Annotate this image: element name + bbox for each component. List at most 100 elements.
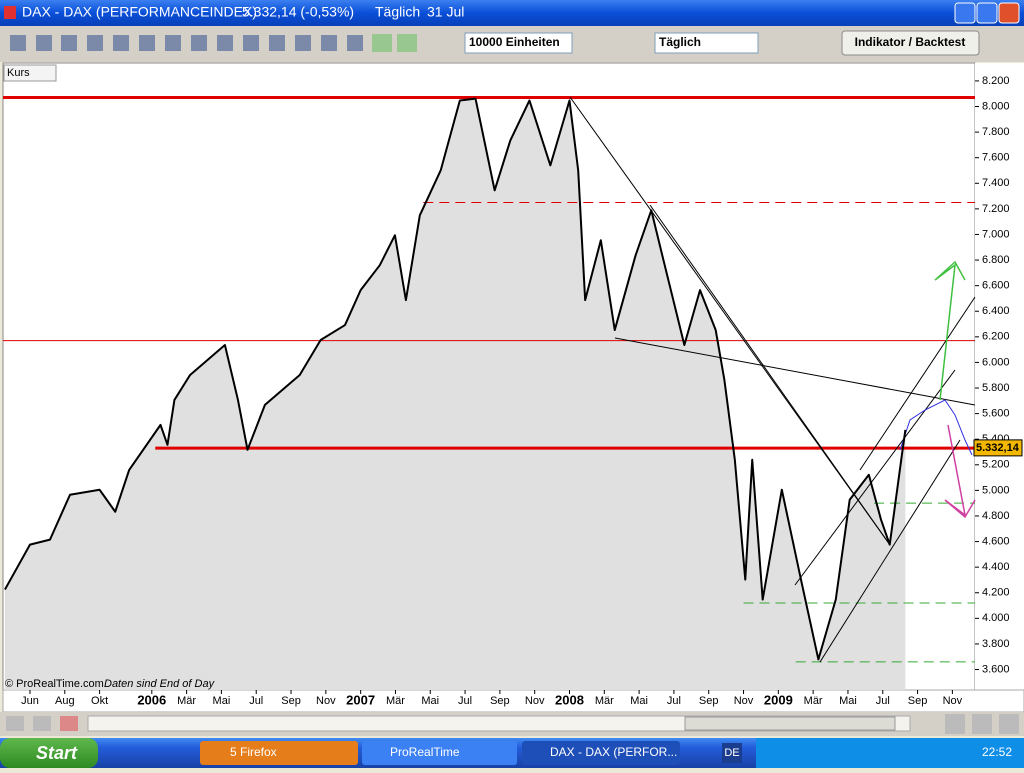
tool-pattern[interactable] (397, 34, 417, 52)
tool-alarm[interactable] (61, 35, 77, 51)
x-tick-label: Jul (249, 695, 263, 707)
tool-channel[interactable] (295, 35, 311, 51)
x-tick-label: Sep (699, 695, 719, 707)
x-tick-label: Mär (386, 695, 405, 707)
x-tick-label: Mai (421, 695, 439, 707)
x-tick-label: 2009 (764, 692, 793, 707)
task-button[interactable] (362, 741, 517, 765)
y-tick-label: 8.000 (982, 100, 1010, 112)
language-box[interactable] (722, 743, 742, 763)
x-tick-label: Mär (595, 695, 614, 707)
x-tick-label: Okt (91, 695, 108, 707)
price-area (4, 98, 906, 691)
task-label: ProRealTime (390, 745, 460, 759)
x-tick-label: Sep (908, 695, 928, 707)
task-label: 5 Firefox (230, 745, 277, 759)
y-tick-label: 5.000 (982, 484, 1010, 496)
tool-ruler[interactable] (36, 35, 52, 51)
window-quote: 5.332,14 (-0,53%) (242, 4, 354, 20)
window-date: 31 Jul (427, 4, 464, 20)
tool-zoom[interactable] (87, 35, 103, 51)
minimize-button[interactable] (954, 2, 976, 24)
x-tick-label: Mai (213, 695, 231, 707)
task-button[interactable] (522, 741, 680, 765)
x-tick-label: Sep (490, 695, 510, 707)
trend-line (614, 337, 976, 406)
y-tick-label: 7.400 (982, 177, 1010, 189)
scroll-thumb[interactable] (684, 716, 896, 731)
tool-icons (10, 34, 417, 52)
zoom-out-icon[interactable] (972, 714, 992, 734)
tool-vline[interactable] (191, 35, 207, 51)
y-tick-label: 6.400 (982, 305, 1010, 317)
y-tick-label: 8.200 (982, 75, 1010, 87)
tool-text[interactable] (243, 35, 259, 51)
tool-trend[interactable] (372, 34, 392, 52)
x-tick-label: Sep (281, 695, 301, 707)
panel-label-box (3, 64, 57, 82)
price-axis (975, 63, 1024, 690)
start-text: Start (36, 743, 78, 763)
title-bar (0, 0, 1024, 26)
footer-note: Daten sind End of Day (104, 678, 216, 690)
close-button[interactable] (998, 2, 1020, 24)
x-tick-label: Nov (316, 695, 336, 707)
language: DE (724, 747, 739, 759)
mail-icon[interactable] (6, 716, 24, 731)
task-label: DAX - DAX (PERFOR... (550, 745, 677, 759)
print-icon[interactable] (33, 716, 51, 731)
units-dropdown[interactable] (464, 32, 573, 54)
y-tick-label: 4.000 (982, 612, 1010, 624)
x-tick-label: Mai (839, 695, 857, 707)
interval-dropdown[interactable] (654, 32, 759, 54)
x-tick-label: Aug (55, 695, 75, 707)
indicator-button-text: Indikator / Backtest (855, 35, 966, 49)
zoom-in-icon[interactable] (999, 714, 1019, 734)
trend-line (794, 369, 956, 586)
system-tray (756, 738, 1024, 768)
x-tick-label: Mai (630, 695, 648, 707)
y-tick-label: 6.800 (982, 254, 1010, 266)
y-tick-label: 5.600 (982, 408, 1010, 420)
y-tick-label: 5.800 (982, 382, 1010, 394)
y-tick-label: 3.800 (982, 638, 1010, 650)
trend-line (819, 439, 961, 663)
tool-hline[interactable] (165, 35, 181, 51)
panel-label: Kurs (7, 67, 30, 79)
window-period: Täglich (375, 4, 420, 20)
x-tick-label: Nov (734, 695, 754, 707)
x-tick-label: Nov (525, 695, 545, 707)
target-arrow (934, 260, 966, 401)
y-tick-label: 5.200 (982, 459, 1010, 471)
y-tick-label: 7.200 (982, 203, 1010, 215)
tool-settings[interactable] (321, 35, 337, 51)
plot: 3.600 3.800 4.000 4.200 4.400 4.600 4.800 5.000… (3, 75, 1023, 707)
tool-fib[interactable] (217, 35, 233, 51)
x-tick-label: 2008 (555, 692, 584, 707)
indicator-button[interactable] (841, 30, 980, 56)
tool-pointer[interactable] (10, 35, 26, 51)
x-tick-label: Mär (177, 695, 196, 707)
target-arrow (944, 424, 976, 519)
zoom-fit-icon[interactable] (945, 714, 965, 734)
tool-ray[interactable] (139, 35, 155, 51)
y-tick-label: 4.200 (982, 587, 1010, 599)
footer: © ProRealTime.com (5, 678, 104, 690)
x-tick-label: Jun (21, 695, 39, 707)
maximize-button[interactable] (976, 2, 998, 24)
x-tick-label: Nov (943, 695, 963, 707)
y-tick-label: 7.800 (982, 126, 1010, 138)
price-line (4, 97, 907, 661)
x-tick-label: Mär (804, 695, 823, 707)
x-tick-label: 2006 (137, 692, 166, 707)
tool-delete[interactable] (347, 35, 363, 51)
close-chart-icon[interactable] (60, 716, 78, 731)
start-button[interactable] (0, 738, 98, 768)
y-tick-label: 4.800 (982, 510, 1010, 522)
tool-line[interactable] (113, 35, 129, 51)
task-button[interactable] (200, 741, 358, 765)
y-tick-label: 3.600 (982, 663, 1010, 675)
last-price-box (973, 439, 1023, 457)
tool-arrow[interactable] (269, 35, 285, 51)
